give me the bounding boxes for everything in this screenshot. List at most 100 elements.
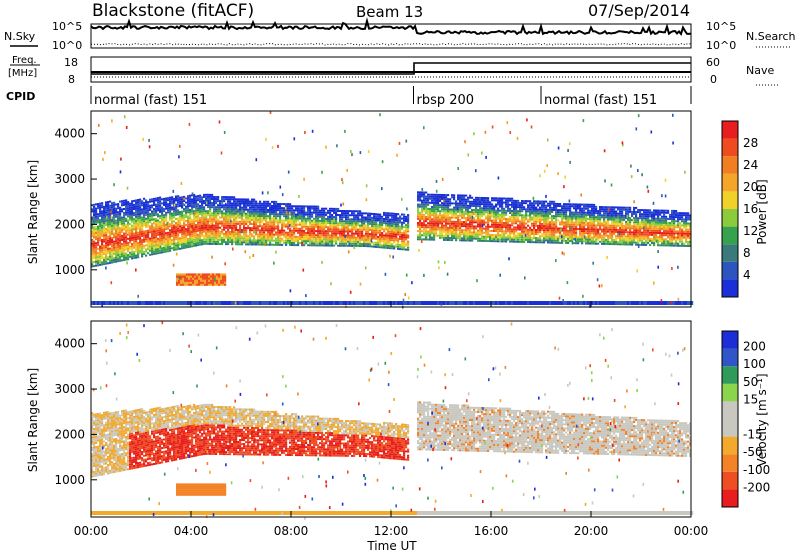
power-cell xyxy=(585,242,587,244)
power-cell xyxy=(97,232,99,234)
power-cell xyxy=(227,243,229,245)
power-cell xyxy=(463,239,465,241)
power-cell xyxy=(99,213,101,215)
power-cell xyxy=(157,199,159,201)
power-cell xyxy=(239,243,241,245)
power-cell xyxy=(141,202,143,204)
power-cell xyxy=(547,219,549,221)
power-cell xyxy=(365,217,367,219)
power-cell xyxy=(389,227,391,229)
power-cell xyxy=(537,227,539,229)
power-cell xyxy=(453,196,455,198)
power-cell xyxy=(185,220,187,222)
power-cell xyxy=(303,240,305,242)
power-cell xyxy=(199,205,201,207)
power-cell xyxy=(399,228,401,230)
power-cell xyxy=(475,219,477,221)
power-cell xyxy=(581,214,583,216)
power-cell xyxy=(583,232,585,234)
power-cell xyxy=(155,236,157,238)
power-cell xyxy=(591,206,593,208)
power-cell xyxy=(139,244,141,246)
power-cell xyxy=(457,194,459,196)
power-cell xyxy=(107,248,109,250)
power-cell xyxy=(579,206,581,208)
power-cell xyxy=(323,232,325,234)
power-cell xyxy=(405,226,407,228)
power-cell xyxy=(255,242,257,244)
power-cell xyxy=(329,234,331,236)
power-cell xyxy=(137,244,139,246)
power-cell xyxy=(129,254,131,256)
power-cell xyxy=(123,228,125,230)
power-cell xyxy=(399,232,401,234)
power-cell xyxy=(547,221,549,223)
power-cell xyxy=(169,223,171,225)
power-cell xyxy=(531,208,533,210)
power-cell xyxy=(181,229,183,231)
power-cell xyxy=(141,221,143,223)
power-cell xyxy=(239,215,241,217)
power-cell xyxy=(323,242,325,244)
power-cell xyxy=(301,210,303,212)
power-cell xyxy=(591,208,593,210)
power-cell xyxy=(365,241,367,243)
power-cell xyxy=(365,225,367,227)
power-cell xyxy=(139,211,141,213)
power-cell xyxy=(495,234,497,236)
power-cell xyxy=(465,213,467,215)
power-cell xyxy=(153,237,155,239)
power-cell xyxy=(127,213,129,215)
power-cell xyxy=(577,238,579,240)
power-cell xyxy=(193,200,195,202)
power-cell xyxy=(511,237,513,239)
power-cell xyxy=(367,219,369,221)
power-cell xyxy=(405,234,407,236)
power-cell xyxy=(105,250,107,252)
power-cell xyxy=(455,235,457,237)
power-cell xyxy=(485,207,487,209)
power-cell xyxy=(545,235,547,237)
power-cell xyxy=(557,230,559,232)
power-cell xyxy=(381,234,383,236)
power-cell xyxy=(255,239,257,241)
power-cell xyxy=(111,227,113,229)
power-cell xyxy=(223,225,225,227)
power-cell xyxy=(585,240,587,242)
cpid-segment-label: rbsp 200 xyxy=(417,93,475,108)
power-cell xyxy=(111,245,113,247)
power-cell xyxy=(445,221,447,223)
power-cell xyxy=(225,198,227,200)
power-cell xyxy=(471,219,473,221)
power-cell xyxy=(225,219,227,221)
power-cell xyxy=(497,199,499,201)
power-cell xyxy=(151,225,153,227)
power-cell xyxy=(309,216,311,218)
power-cell xyxy=(163,231,165,233)
power-cell xyxy=(165,247,167,249)
power-cell xyxy=(579,238,581,240)
power-cell xyxy=(303,214,305,216)
power-cell xyxy=(557,211,559,213)
power-cell xyxy=(259,219,261,221)
power-cell xyxy=(315,218,317,220)
power-cell xyxy=(97,252,99,254)
power-cell xyxy=(259,240,261,242)
power-cell xyxy=(389,243,391,245)
power-cell xyxy=(269,244,271,246)
power-cell xyxy=(185,208,187,210)
power-cell xyxy=(97,260,99,262)
power-cell xyxy=(395,213,397,215)
power-cell xyxy=(391,221,393,223)
power-cell xyxy=(555,240,557,242)
power-cell xyxy=(185,224,187,226)
power-cell xyxy=(451,237,453,239)
power-cell xyxy=(457,215,459,217)
power-cell xyxy=(311,226,313,228)
power-cell xyxy=(139,233,141,235)
power-cell xyxy=(533,233,535,235)
power-cell xyxy=(201,215,203,217)
power-cell xyxy=(147,232,149,234)
power-cell xyxy=(233,221,235,223)
power-cell xyxy=(515,239,517,241)
